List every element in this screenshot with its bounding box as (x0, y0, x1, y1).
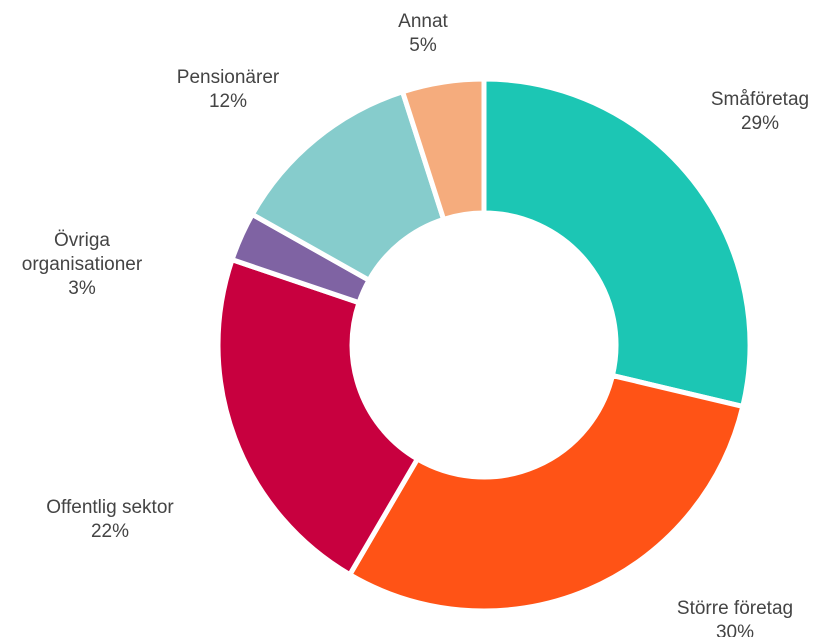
slice-value-label: 22% (91, 521, 129, 542)
slice-value-label: 12% (209, 91, 247, 112)
slice-label: Pensionärer (177, 67, 280, 88)
slice-label-part: organisationer (22, 254, 143, 275)
slice-label-part: Annat (398, 11, 448, 32)
slice-label-part: Småföretag (711, 89, 809, 110)
slice-label: Övriga organisationer (22, 230, 143, 275)
slice-label: Offentlig sektor (46, 497, 174, 518)
donut-slice (399, 76, 487, 223)
slice-value-label: 5% (409, 35, 437, 56)
slice-label: Större företag (677, 598, 793, 619)
slice-label-part: Pensionärer (177, 67, 280, 88)
slice-value-label: 3% (68, 278, 96, 299)
donut-slice (346, 372, 746, 614)
donut-slice (481, 76, 753, 410)
donut-slice (215, 256, 421, 579)
slice-label: Annat (398, 11, 448, 32)
slice-value-label: 29% (741, 113, 779, 134)
slice-label-part: Större företag (677, 598, 793, 619)
slice-label: Småföretag (711, 89, 809, 110)
slice-value-label: 30% (716, 622, 754, 637)
slice-label-part: Offentlig sektor (46, 497, 174, 518)
slice-label-part: Övriga (54, 230, 110, 251)
